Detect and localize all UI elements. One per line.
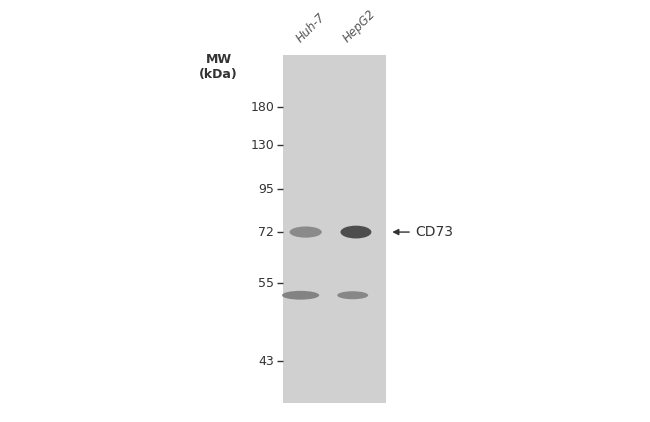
Text: CD73: CD73 <box>415 225 453 239</box>
Ellipse shape <box>282 291 319 300</box>
Ellipse shape <box>289 227 322 238</box>
Text: 43: 43 <box>258 355 274 368</box>
Bar <box>283 55 386 403</box>
Text: Huh-7: Huh-7 <box>293 11 328 45</box>
Ellipse shape <box>341 226 371 238</box>
Text: 180: 180 <box>250 101 274 114</box>
Text: HepG2: HepG2 <box>341 8 378 45</box>
Text: 95: 95 <box>258 183 274 196</box>
Text: 130: 130 <box>250 139 274 152</box>
Text: 72: 72 <box>258 226 274 238</box>
Text: 55: 55 <box>258 277 274 290</box>
Ellipse shape <box>337 291 368 299</box>
Text: MW
(kDa): MW (kDa) <box>200 53 238 81</box>
